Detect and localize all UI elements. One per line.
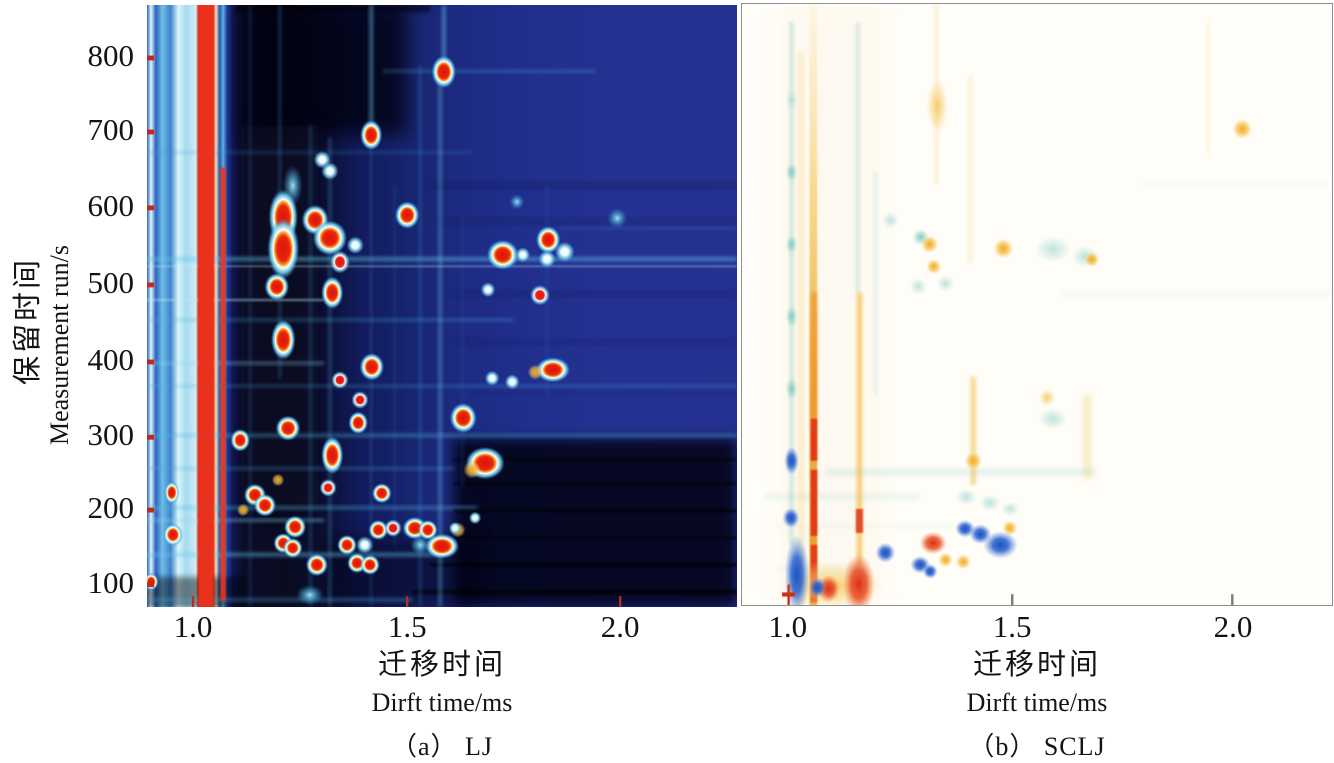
y-tick-label-100: 100: [87, 564, 135, 600]
panel-caption-sclj: （b） SCLJ: [968, 732, 1106, 761]
x-tick-label-sclj-2.0: 2.0: [1213, 609, 1253, 644]
panel-caption-lj: （a） LJ: [390, 732, 494, 761]
x-tick-label-sclj-1.0: 1.0: [768, 609, 808, 644]
x-axis-label-en-lj: Dirft time/ms: [371, 688, 513, 717]
y-tick-label-800: 800: [87, 37, 135, 73]
y-axis-label-zh: 保留时间: [12, 257, 44, 386]
y-tick-label-600: 600: [87, 187, 135, 223]
x-tick-label-sclj-1.5: 1.5: [992, 609, 1032, 644]
x-tick-label-lj-1.5: 1.5: [387, 609, 427, 644]
lj-heatmap-canvas: [147, 5, 737, 607]
x-axis-label-en-sclj: Dirft time/ms: [966, 688, 1108, 717]
x-axis-label-zh-lj: 迁移时间: [377, 649, 506, 681]
y-tick-label-300: 300: [87, 417, 135, 453]
x-axis-block-lj: 迁移时间 Dirft time/ms （a） LJ: [242, 641, 642, 763]
x-tick-label-lj-2.0: 2.0: [600, 609, 640, 644]
x-axis-label-zh-sclj: 迁移时间: [972, 649, 1101, 681]
y-tick-label-500: 500: [87, 264, 135, 300]
y-tick-label-700: 700: [87, 112, 135, 148]
x-tick-label-lj-1.0: 1.0: [173, 609, 213, 644]
panel-sclj-plot: [741, 3, 1333, 606]
y-tick-label-400: 400: [87, 341, 135, 377]
panel-lj-plot: [147, 5, 737, 607]
sclj-heatmap-canvas: [742, 4, 1332, 605]
y-tick-label-200: 200: [87, 490, 135, 526]
x-axis-block-sclj: 迁移时间 Dirft time/ms （b） SCLJ: [837, 641, 1237, 763]
